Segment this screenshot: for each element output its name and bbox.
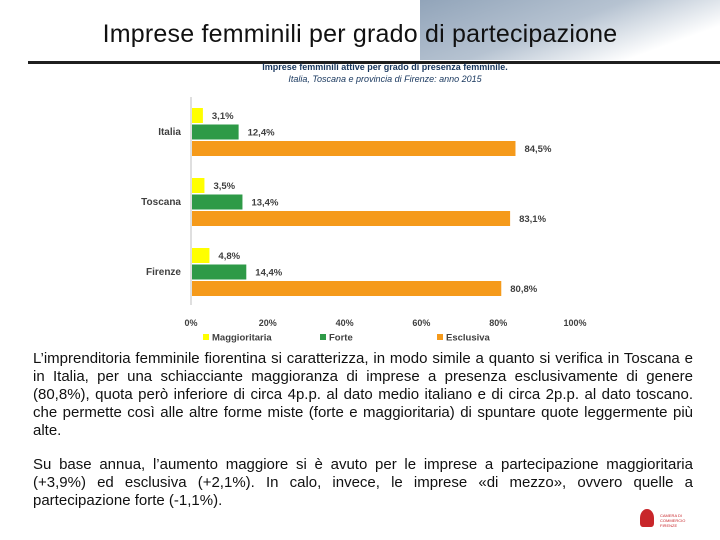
bar (192, 108, 203, 123)
data-label: 13,4% (251, 198, 278, 209)
bar-chart: Imprese femminili attive per grado di pr… (141, 62, 587, 344)
bar (192, 124, 239, 140)
x-tick-label: 20% (259, 318, 277, 328)
bar (192, 194, 243, 210)
x-tick-label: 60% (412, 318, 430, 328)
bar (192, 248, 210, 263)
legend-swatch (437, 334, 443, 340)
data-label: 84,5% (524, 144, 551, 155)
legend-entry: Forte (329, 333, 353, 344)
data-label: 4,8% (218, 251, 240, 262)
slide-title: Imprese femminili per grado di partecipa… (102, 20, 618, 48)
x-tick-label: 80% (489, 318, 507, 328)
category-label: Italia (158, 127, 181, 138)
legend-swatch (203, 334, 209, 340)
chart-subtitle: Italia, Toscana e provincia di Firenze: … (288, 74, 482, 84)
data-label: 12,4% (248, 128, 275, 139)
chamber-logo: CAMERA DI COMMERCIO FIRENZE (638, 505, 698, 535)
bar (192, 281, 502, 296)
x-tick-label: 100% (563, 318, 586, 328)
legend-swatch (320, 334, 326, 340)
logo-text: CAMERA DI COMMERCIO FIRENZE (660, 513, 686, 528)
chart-title: Imprese femminili attive per grado di pr… (262, 62, 508, 72)
lily-logo-icon (640, 509, 654, 527)
data-label: 3,5% (213, 181, 235, 192)
paragraph-1: L’imprenditoria femminile fiorentina si … (33, 350, 693, 439)
data-label: 14,4% (255, 268, 282, 279)
legend-entry: Maggioritaria (212, 333, 272, 344)
bar (192, 211, 511, 226)
data-label: 83,1% (519, 214, 546, 225)
decorative-header-shape (420, 0, 720, 60)
category-label: Toscana (141, 197, 181, 208)
bar (192, 264, 247, 280)
x-tick-label: 40% (336, 318, 354, 328)
data-label: 3,1% (212, 111, 234, 122)
bar (192, 141, 516, 156)
title-underline (28, 61, 720, 64)
paragraph-2: Su base annua, l’aumento maggiore si è a… (33, 456, 693, 509)
x-tick-label: 0% (184, 318, 197, 328)
body-text: L’imprenditoria femminile fiorentina si … (33, 350, 693, 526)
bar (192, 178, 205, 193)
data-label: 80,8% (510, 284, 537, 295)
legend-entry: Esclusiva (446, 333, 491, 344)
plot-area: 0% 20% 40% 60% 80% 100% Italia 3,1% 12,4% 84,5% To… (141, 97, 587, 344)
category-label: Firenze (146, 267, 181, 278)
